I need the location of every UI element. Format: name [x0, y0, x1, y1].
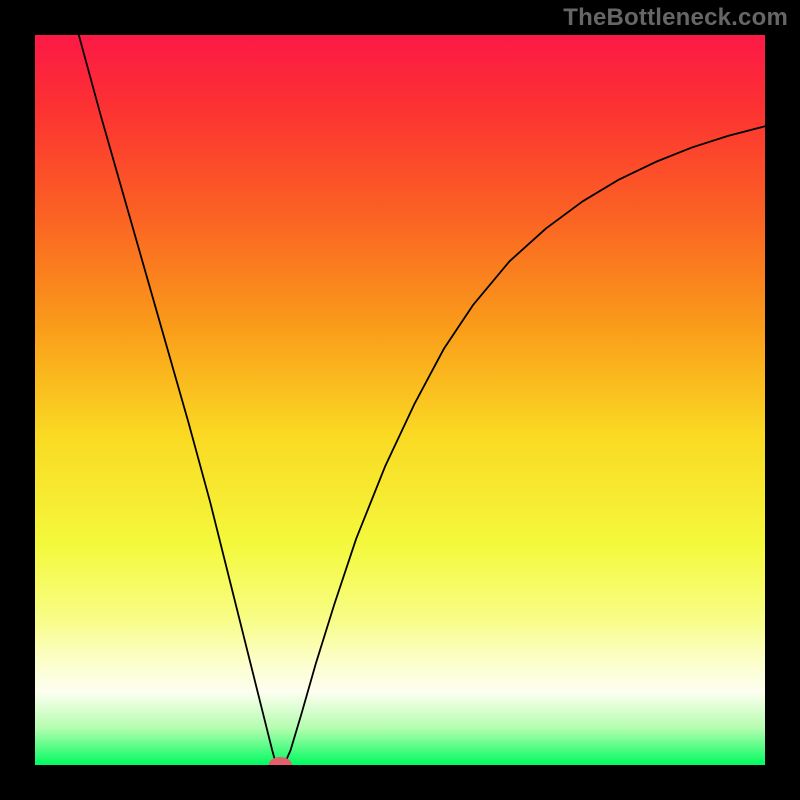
- chart-frame: TheBottleneck.com: [0, 0, 800, 800]
- chart-svg: [35, 35, 765, 765]
- gradient-background: [35, 35, 765, 765]
- plot-area: [35, 35, 765, 765]
- watermark-text: TheBottleneck.com: [563, 4, 788, 32]
